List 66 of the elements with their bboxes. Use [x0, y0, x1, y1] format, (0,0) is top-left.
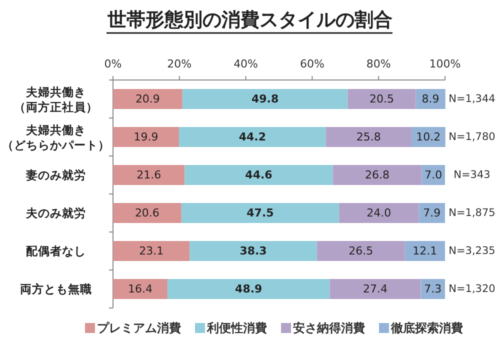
data-label: 23.1: [139, 244, 164, 258]
bar: [184, 165, 333, 185]
text: N=1,780: [448, 131, 496, 143]
bar: [113, 127, 180, 147]
data-label: 16.4: [128, 282, 152, 296]
y-tick-label: 両方とも無職: [20, 282, 92, 296]
bar: [190, 241, 317, 261]
bar: [326, 127, 412, 147]
text: N=1,875: [448, 207, 496, 219]
y-tick-label: 妻のみ就労: [25, 168, 86, 182]
data-label: 21.6: [136, 168, 162, 182]
legend-label: 徹底探索消費: [390, 321, 463, 335]
data-label: 49.8: [251, 92, 279, 106]
data-label: 26.8: [365, 168, 390, 182]
bar: [113, 165, 185, 185]
data-label: 48.9: [235, 282, 262, 296]
bar: [330, 279, 421, 299]
data-label: 19.9: [134, 130, 158, 144]
data-label: 7.0: [424, 168, 442, 182]
data-label: 20.6: [134, 206, 160, 220]
data-label: 7.9: [423, 206, 441, 220]
bar: [113, 241, 190, 261]
data-label: 27.4: [363, 282, 388, 296]
text: N=3,235: [448, 245, 496, 257]
x-tick-label: 60%: [300, 58, 324, 70]
data-label: 26.5: [348, 244, 374, 258]
x-tick-label: 0%: [104, 58, 122, 70]
data-label: 8.9: [422, 92, 440, 106]
bar: [332, 165, 422, 185]
x-tick-label: 100%: [429, 58, 461, 70]
y-tick-label: 夫婦共働き（どちらかパート）: [2, 123, 110, 152]
data-label: 12.1: [412, 244, 438, 258]
data-label: 44.6: [245, 168, 273, 182]
bar: [316, 241, 405, 261]
y-tick-label: 夫婦共働き（両方正社員）: [14, 85, 98, 114]
bar: [167, 279, 330, 299]
legend-label: 利便性消費: [206, 321, 267, 335]
bar: [181, 203, 340, 223]
data-label: 7.3: [424, 282, 442, 296]
x-tick-label: 80%: [366, 58, 391, 70]
data-label: 20.5: [370, 92, 394, 106]
chart-title: 世帯形態別の消費スタイルの割合: [106, 9, 392, 31]
data-label: 24.0: [366, 206, 392, 220]
bar: [179, 127, 326, 147]
bar: [113, 203, 182, 223]
data-label: 44.2: [238, 130, 266, 144]
bar: [348, 89, 416, 109]
text: N=343: [454, 169, 490, 181]
data-label: 10.2: [416, 130, 441, 144]
data-label: 38.3: [240, 244, 267, 258]
y-tick-label: 夫のみ就労: [25, 206, 86, 220]
x-tick-label: 20%: [167, 58, 192, 70]
legend-label: プレミアム消費: [97, 321, 181, 335]
bar: [182, 89, 348, 109]
data-label: 47.5: [246, 206, 274, 220]
legend-label: 安さ納得消費: [293, 321, 365, 335]
bar: [113, 89, 182, 109]
y-tick-label: 配偶者なし: [26, 244, 86, 258]
bar: [339, 203, 419, 223]
text: N=1,320: [448, 283, 496, 295]
x-tick-label: 40%: [234, 58, 258, 70]
data-label: 25.8: [356, 130, 381, 144]
bar: [113, 279, 168, 299]
data-label: 20.9: [135, 92, 160, 106]
bar: [404, 241, 445, 261]
text: N=1,344: [448, 93, 496, 105]
